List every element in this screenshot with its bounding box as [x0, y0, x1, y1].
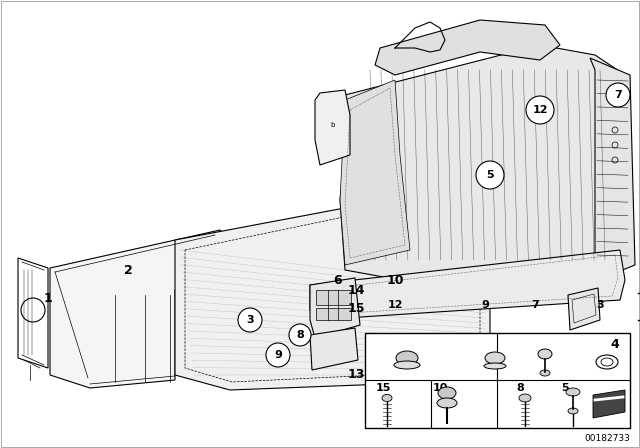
Ellipse shape: [484, 363, 506, 369]
Ellipse shape: [519, 394, 531, 402]
Polygon shape: [568, 288, 600, 330]
Circle shape: [526, 96, 554, 124]
Polygon shape: [593, 390, 625, 418]
Polygon shape: [310, 278, 360, 338]
Text: 5: 5: [486, 170, 494, 180]
Text: 9: 9: [481, 300, 489, 310]
Ellipse shape: [394, 361, 420, 369]
Text: 12: 12: [387, 300, 403, 310]
Ellipse shape: [396, 351, 418, 365]
Text: 13: 13: [348, 369, 365, 382]
Polygon shape: [340, 80, 410, 265]
Circle shape: [289, 324, 311, 346]
Text: b: b: [331, 122, 335, 128]
Text: 1: 1: [44, 292, 52, 305]
Ellipse shape: [538, 349, 552, 359]
Ellipse shape: [437, 398, 457, 408]
Ellipse shape: [438, 387, 456, 399]
Circle shape: [606, 83, 630, 107]
Ellipse shape: [596, 355, 618, 369]
Polygon shape: [310, 328, 358, 370]
Circle shape: [266, 343, 290, 367]
Text: 7: 7: [531, 300, 539, 310]
Text: 15: 15: [348, 302, 365, 314]
Polygon shape: [340, 45, 630, 280]
Text: 10: 10: [432, 383, 448, 393]
Text: 14: 14: [348, 284, 365, 297]
Ellipse shape: [485, 352, 505, 364]
Polygon shape: [310, 250, 625, 320]
Text: 11: 11: [639, 339, 640, 352]
Text: 4: 4: [611, 339, 620, 352]
Circle shape: [21, 298, 45, 322]
Text: 10: 10: [387, 273, 404, 287]
Ellipse shape: [601, 358, 613, 366]
Text: 3: 3: [596, 300, 604, 310]
Circle shape: [476, 161, 504, 189]
Text: 15: 15: [375, 383, 390, 393]
Polygon shape: [175, 190, 490, 390]
Polygon shape: [50, 230, 230, 388]
Ellipse shape: [540, 370, 550, 376]
Ellipse shape: [568, 408, 578, 414]
Text: 2: 2: [124, 263, 132, 276]
Bar: [365, 333, 630, 428]
Text: 00182733: 00182733: [584, 434, 630, 443]
Polygon shape: [590, 58, 635, 275]
Ellipse shape: [382, 395, 392, 401]
Text: 3: 3: [246, 315, 254, 325]
Ellipse shape: [566, 388, 580, 396]
Text: 8: 8: [296, 330, 304, 340]
Text: 9: 9: [274, 350, 282, 360]
Bar: [316, 308, 351, 320]
Bar: [316, 290, 351, 305]
Text: 7: 7: [614, 90, 622, 100]
Polygon shape: [375, 20, 560, 75]
Polygon shape: [18, 258, 48, 368]
Text: 6: 6: [333, 273, 342, 287]
Text: 8: 8: [516, 383, 524, 393]
Polygon shape: [315, 90, 350, 165]
Circle shape: [238, 308, 262, 332]
Text: 12: 12: [532, 105, 548, 115]
Text: 5: 5: [561, 383, 569, 393]
